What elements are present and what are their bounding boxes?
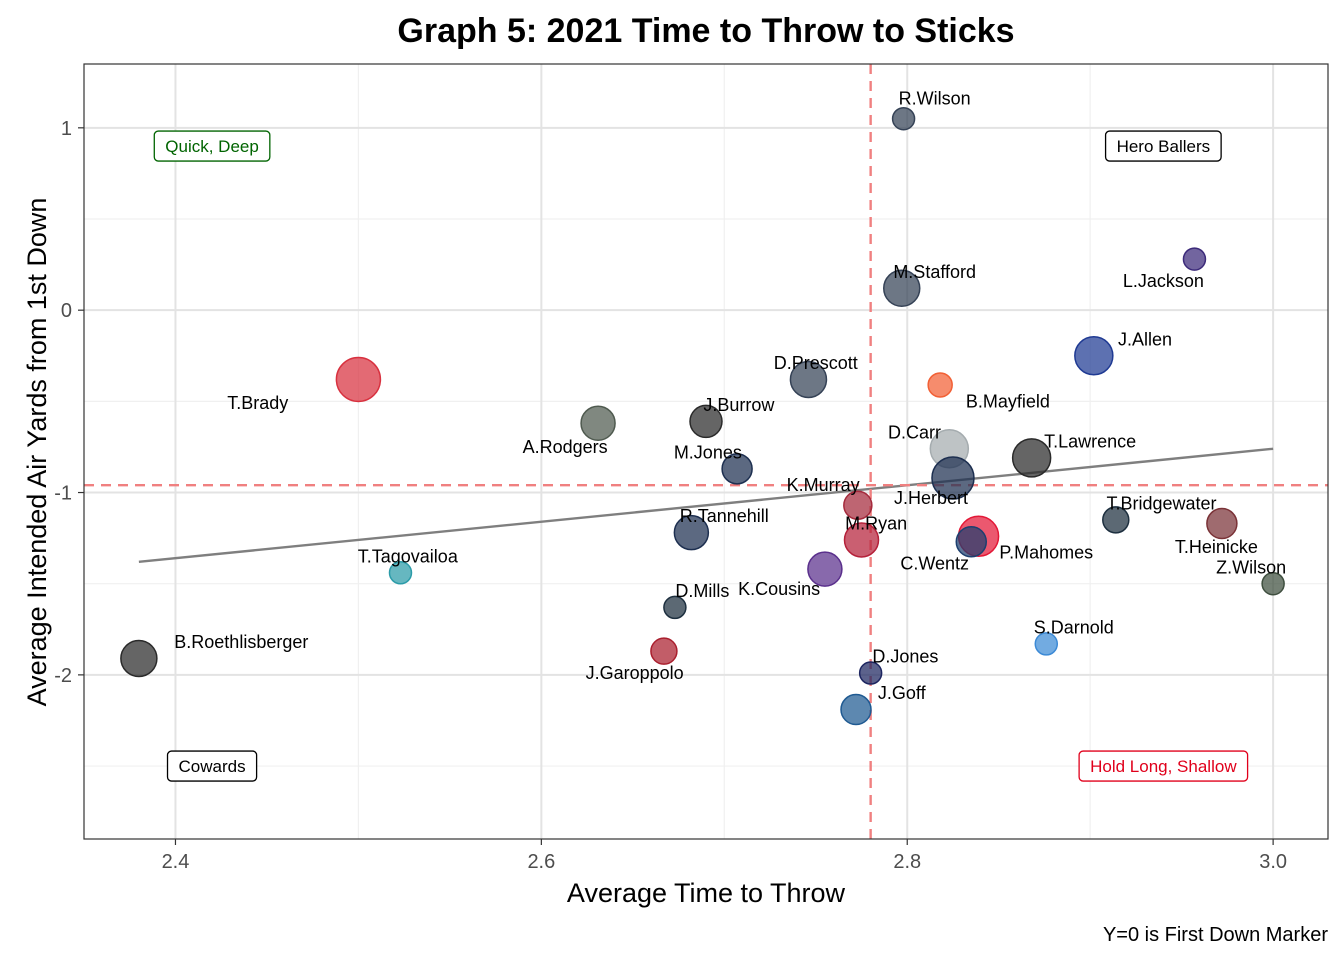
point-label: J.Allen <box>1118 329 1172 349</box>
y-tick-label: 0 <box>61 300 72 322</box>
trend-line <box>138 447 1274 564</box>
y-axis-title: Average Intended Air Yards from 1st Down <box>22 198 52 707</box>
data-point <box>1206 507 1238 540</box>
quadrant-labels: Quick, Deep Hero Ballers Cowards Hold Long,… <box>153 130 1249 782</box>
x-tick-label: 2.6 <box>527 851 555 873</box>
quadrant-label-text: Hold Long, Shallow <box>1090 757 1237 776</box>
quadrant-label-box <box>153 130 271 162</box>
data-point <box>120 639 158 678</box>
point-label: L.Jackson <box>1123 271 1204 291</box>
data-point <box>1011 438 1052 478</box>
point-label: S.Darnold <box>1034 617 1114 637</box>
y-tick-label: 1 <box>61 118 72 140</box>
quadrant-label: Hold Long, Shallow <box>1078 750 1249 782</box>
data-point <box>1261 571 1285 596</box>
y-tick-label: -1 <box>54 483 72 505</box>
x-axis-title: Average Time to Throw <box>567 878 846 908</box>
point-label: B.Mayfield <box>966 391 1050 411</box>
x-tick-label: 2.4 <box>162 851 190 873</box>
point-label: T.Brady <box>227 393 288 413</box>
chart-caption: Y=0 is First Down Marker <box>1103 924 1328 946</box>
quadrant-label: Quick, Deep <box>153 130 271 162</box>
point-label: R.Tannehill <box>680 506 769 526</box>
point-label: K.Cousins <box>738 579 820 599</box>
point-label: J.Burrow <box>703 395 775 415</box>
data-points <box>120 106 1285 726</box>
point-label: B.Roethlisberger <box>174 632 308 652</box>
quadrant-label-text: Quick, Deep <box>165 137 259 156</box>
point-label: J.Goff <box>878 683 927 703</box>
point-label: D.Prescott <box>774 353 858 373</box>
point-label: A.Rodgers <box>523 437 608 457</box>
point-label: M.Stafford <box>893 262 976 282</box>
quadrant-label-text: Hero Ballers <box>1117 137 1211 156</box>
point-label: T.Heinicke <box>1175 537 1258 557</box>
trend-line-group <box>138 447 1274 564</box>
y-tick-label: -2 <box>54 665 72 687</box>
quadrant-label: Cowards <box>166 750 258 782</box>
point-label: M.Jones <box>674 442 742 462</box>
x-axis: 2.4 2.6 2.8 3.0 <box>162 839 1287 873</box>
point-label: D.Jones <box>872 647 938 667</box>
data-point <box>840 693 872 726</box>
data-point <box>843 522 880 558</box>
data-point <box>931 456 975 500</box>
plot-panel <box>84 64 1328 839</box>
data-point <box>891 106 916 131</box>
point-label: R.Wilson <box>899 89 971 109</box>
y-axis: 1 0 -1 -2 <box>54 118 84 687</box>
data-point <box>580 405 616 441</box>
plot-border <box>83 63 1329 840</box>
data-point <box>673 514 710 551</box>
data-point <box>843 490 873 521</box>
x-tick-label: 2.8 <box>893 851 921 873</box>
data-point <box>721 453 753 485</box>
quadrant-label-box <box>1078 750 1249 782</box>
point-label: T.Tagovailoa <box>358 546 459 566</box>
point-label: T.Bridgewater <box>1106 493 1216 513</box>
data-point <box>1034 632 1059 656</box>
data-point <box>955 526 988 558</box>
point-label: J.Herbert <box>894 488 968 508</box>
data-point <box>689 404 723 439</box>
data-point <box>1182 247 1207 271</box>
quadrant-label-box <box>1104 130 1222 162</box>
point-label: C.Wentz <box>900 554 969 574</box>
data-point <box>1102 506 1130 534</box>
chart-title: Graph 5: 2021 Time to Throw to Sticks <box>397 12 1014 50</box>
point-label: M.Ryan <box>845 514 907 534</box>
point-label: J.Garoppolo <box>586 663 684 683</box>
point-label: T.Lawrence <box>1044 431 1136 451</box>
quadrant-label: Hero Ballers <box>1104 130 1222 162</box>
x-tick-label: 3.0 <box>1259 851 1287 873</box>
point-label: P.Mahomes <box>999 543 1093 563</box>
data-point <box>388 561 413 585</box>
quadrant-label-text: Cowards <box>179 757 246 776</box>
data-point <box>663 595 687 620</box>
data-point <box>1074 336 1114 376</box>
point-label: D.Carr <box>888 422 941 442</box>
point-label: D.Mills <box>675 581 729 601</box>
data-point <box>927 372 953 398</box>
data-point <box>882 269 921 308</box>
data-point <box>807 551 843 587</box>
grid-lines <box>84 64 1328 839</box>
reference-lines <box>84 64 1328 839</box>
point-label: Z.Wilson <box>1216 557 1286 577</box>
quadrant-label-box <box>166 750 258 782</box>
data-point <box>650 637 678 665</box>
data-point <box>858 661 883 685</box>
data-point <box>335 356 382 403</box>
data-point <box>789 360 828 399</box>
point-label: K.Murray <box>787 475 860 495</box>
point-labels: R.Wilson L.Jackson M.Stafford J.Allen T.Brad… <box>174 89 1286 703</box>
